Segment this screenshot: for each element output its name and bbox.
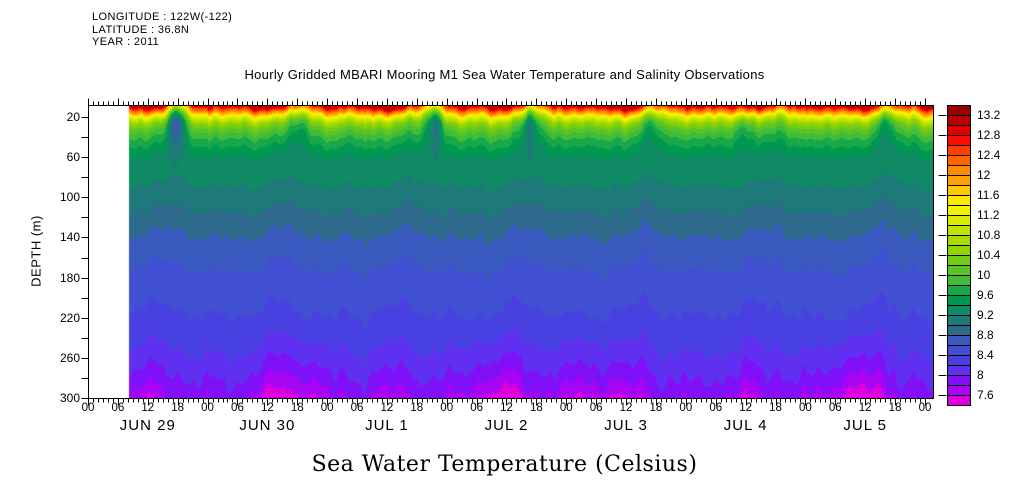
y-tick-label: 60 — [66, 150, 80, 165]
x-hour-label: 00 — [559, 402, 573, 414]
colorbar-tick-label: 9.2 — [977, 308, 994, 322]
colorbar-cell — [948, 336, 970, 346]
colorbar-tick-label: 10 — [977, 268, 991, 282]
colorbar-cell — [948, 396, 970, 405]
x-hour-label: 12 — [260, 402, 274, 414]
x-date-label: JUL 3 — [604, 417, 648, 434]
colorbar-cell — [948, 156, 970, 166]
x-hour-label: 00 — [81, 402, 95, 414]
x-hour-label: 18 — [769, 402, 782, 414]
y-tick-label: 20 — [66, 110, 80, 125]
x-hour-label: 00 — [201, 402, 214, 414]
x-hour-label: 18 — [290, 402, 304, 414]
colorbar-cell — [948, 126, 970, 136]
x-hour-label: 12 — [141, 402, 155, 414]
x-date-label: JUN 29 — [119, 417, 176, 434]
colorbar-cell — [948, 276, 970, 286]
x-hour-label: 06 — [709, 402, 723, 414]
x-hour-label: 12 — [380, 402, 394, 414]
temperature-contour-field — [88, 105, 933, 398]
colorbar-cell — [948, 206, 970, 216]
y-tick-label: 220 — [59, 310, 80, 325]
colorbar-tick-label: 12.4 — [977, 148, 1001, 162]
colorbar-cell — [948, 236, 970, 246]
colorbar-cell — [948, 136, 970, 146]
x-date-label: JUL 1 — [365, 417, 409, 434]
y-tick-label: 140 — [59, 230, 80, 245]
y-tick-label: 180 — [59, 270, 80, 285]
x-date-label: JUL 4 — [723, 417, 768, 434]
colorbar-tick-label: 8.8 — [977, 328, 994, 342]
colorbar-cell — [948, 216, 970, 226]
colorbar-tick-label: 7.6 — [977, 388, 994, 402]
x-hour-label: 12 — [619, 402, 633, 414]
colorbar-tick-label: 12.8 — [977, 128, 1001, 142]
x-date-label: JUN 30 — [239, 417, 296, 434]
x-hour-label: 06 — [111, 402, 125, 414]
colorbar-cell — [948, 366, 970, 376]
figure-caption: Sea Water Temperature (Celsius) — [311, 452, 698, 477]
colorbar — [947, 105, 971, 406]
colorbar-tick-label: 13.2 — [977, 108, 1001, 122]
x-hour-label: 12 — [500, 402, 513, 414]
y-tick-label: 260 — [59, 350, 80, 365]
colorbar-cell — [948, 376, 970, 386]
year-label: YEAR : 2011 — [92, 36, 160, 48]
colorbar-cell — [948, 166, 970, 176]
x-hour-label: 18 — [171, 402, 185, 414]
colorbar-cell — [948, 146, 970, 156]
colorbar-tick-label: 11.6 — [977, 188, 1000, 202]
colorbar-tick-label: 8 — [977, 368, 984, 382]
metadata-block: LONGITUDE : 122W(-122) LATITUDE : 36.8N … — [92, 11, 232, 49]
x-hour-label: 00 — [799, 402, 812, 414]
colorbar-cell — [948, 316, 970, 326]
colorbar-tick-label: 8.4 — [977, 348, 994, 362]
x-hour-label: 00 — [679, 402, 693, 414]
x-hour-label: 06 — [828, 402, 842, 414]
x-hour-label: 00 — [320, 402, 334, 414]
x-hour-label: 18 — [888, 402, 902, 414]
x-hour-label: 12 — [858, 402, 872, 414]
colorbar-cell — [948, 346, 970, 356]
colorbar-cell — [948, 286, 970, 296]
x-hour-label: 18 — [410, 402, 424, 414]
colorbar-cell — [948, 356, 970, 366]
x-hour-label: 06 — [350, 402, 364, 414]
x-date-label: JUL 5 — [843, 417, 888, 434]
colorbar-cell — [948, 256, 970, 266]
colorbar-cell — [948, 186, 970, 196]
longitude-label: LONGITUDE : 122W(-122) — [92, 11, 233, 23]
x-hour-label: 06 — [231, 402, 244, 414]
x-hour-label: 00 — [440, 402, 454, 414]
x-date-label: JUL 2 — [484, 417, 529, 434]
x-hour-label: 18 — [649, 402, 663, 414]
y-tick-label: 300 — [59, 391, 80, 405]
x-hour-label: 12 — [739, 402, 753, 414]
colorbar-tick-label: 10.4 — [977, 248, 1001, 262]
x-hour-label: 18 — [529, 402, 543, 414]
colorbar-tick-label: 10.8 — [977, 228, 1001, 242]
x-hour-label: 06 — [589, 402, 603, 414]
colorbar-cell — [948, 386, 970, 396]
colorbar-cell — [948, 306, 970, 316]
colorbar-cell — [948, 176, 970, 186]
colorbar-cell — [948, 116, 970, 126]
colorbar-tick-label: 9.6 — [977, 288, 994, 302]
colorbar-tick-label: 12 — [977, 168, 991, 182]
colorbar-cell — [948, 226, 970, 236]
colorbar-cell — [948, 246, 970, 256]
chart-title: Hourly Gridded MBARI Mooring M1 Sea Wate… — [244, 67, 765, 82]
x-hour-label: 06 — [470, 402, 483, 414]
colorbar-cell — [948, 106, 970, 116]
colorbar-cell — [948, 266, 970, 276]
latitude-label: LATITUDE : 36.8N — [92, 23, 190, 36]
colorbar-cell — [948, 296, 970, 306]
y-tick-label: 100 — [59, 190, 80, 205]
colorbar-cell — [948, 196, 970, 206]
colorbar-tick-label: 11.2 — [977, 208, 1000, 222]
x-hour-label: 00 — [918, 402, 932, 414]
colorbar-cell — [948, 326, 970, 336]
